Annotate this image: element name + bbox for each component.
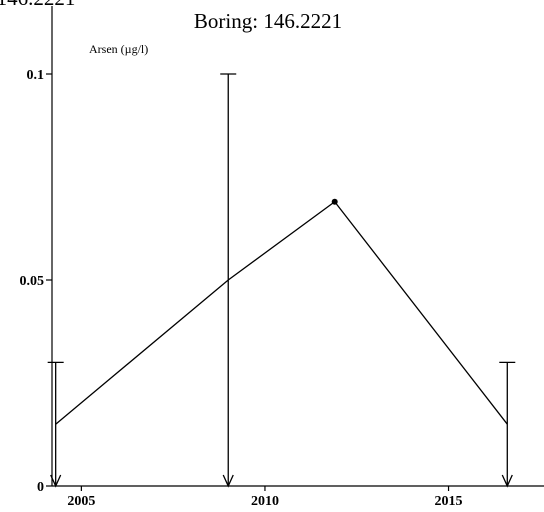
y-tick-label-1: 0.05 [20,274,45,289]
detection-limit-bars [47,73,516,488]
y-tick-label-2: 0.1 [27,68,45,83]
chart-title: Boring: 146.2221 [194,9,342,33]
data-point-2 [331,198,338,205]
series-line [55,200,508,425]
x-tick-label-2: 2015 [435,494,463,509]
x-ticks: 2005 2010 2015 [67,486,463,509]
y-tick-label-0: 0 [37,480,44,495]
x-tick-label-0: 2005 [67,494,95,509]
data-points [331,198,338,205]
y-ticks: 0 0.05 0.1 [20,68,52,495]
x-tick-label-1: 2010 [251,494,279,509]
title-fragment: e 146.2221 [0,0,75,10]
y-axis-label: Arsen (µg/l) [89,42,148,56]
